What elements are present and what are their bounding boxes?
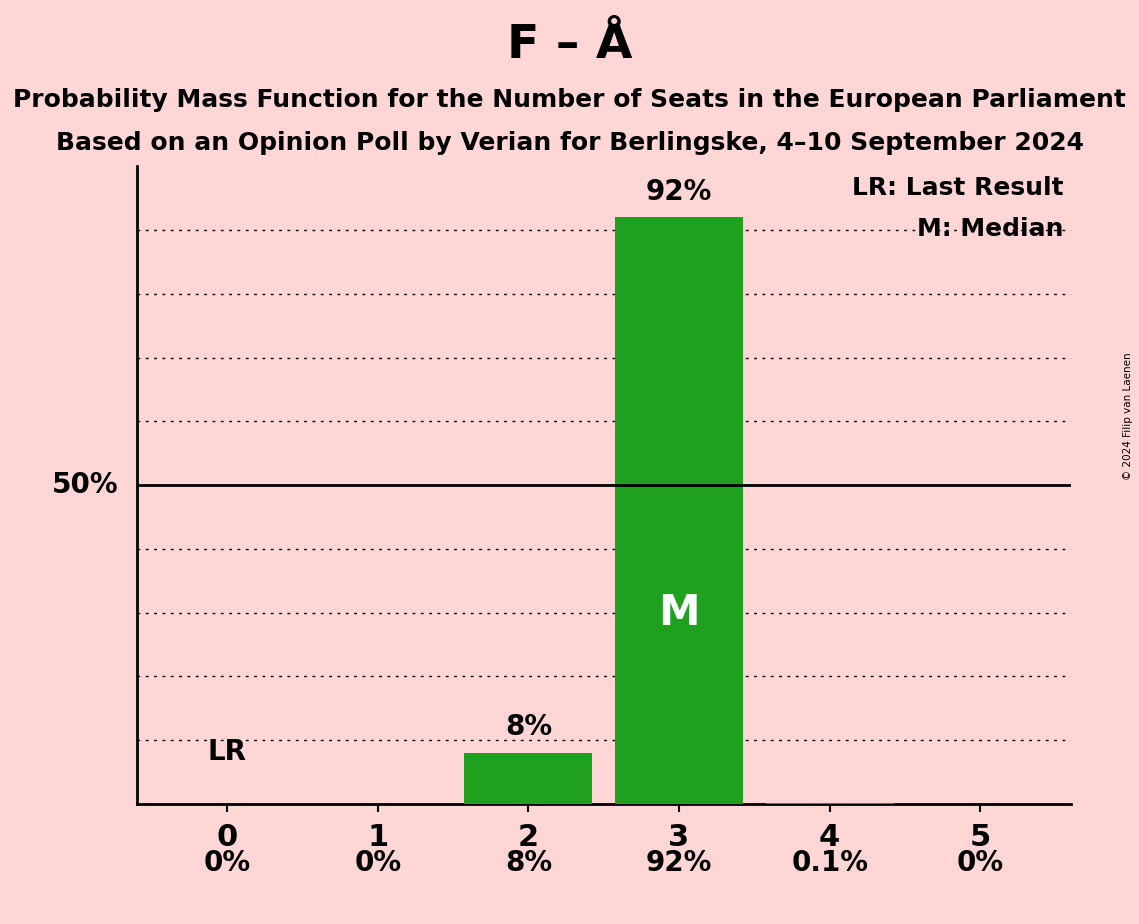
Text: © 2024 Filip van Laenen: © 2024 Filip van Laenen	[1123, 352, 1133, 480]
Bar	[465, 753, 592, 804]
Text: 8%: 8%	[505, 848, 552, 877]
Text: LR: LR	[207, 737, 246, 766]
Text: Based on an Opinion Poll by Verian for Berlingske, 4–10 September 2024: Based on an Opinion Poll by Verian for B…	[56, 131, 1083, 155]
Text: M: M	[658, 591, 699, 634]
Text: 92%: 92%	[646, 177, 712, 206]
Bar	[615, 217, 743, 804]
Text: 0%: 0%	[354, 848, 401, 877]
Text: 0.1%: 0.1%	[792, 848, 868, 877]
Text: 50%: 50%	[52, 471, 118, 499]
Text: LR: Last Result: LR: Last Result	[852, 176, 1063, 200]
Text: Probability Mass Function for the Number of Seats in the European Parliament: Probability Mass Function for the Number…	[13, 88, 1126, 112]
Text: 92%: 92%	[646, 848, 712, 877]
Text: 0%: 0%	[957, 848, 1003, 877]
Text: M: Median: M: Median	[917, 217, 1063, 241]
Text: 8%: 8%	[505, 713, 552, 741]
Text: 0%: 0%	[204, 848, 251, 877]
Text: F – Å: F – Å	[507, 23, 632, 68]
